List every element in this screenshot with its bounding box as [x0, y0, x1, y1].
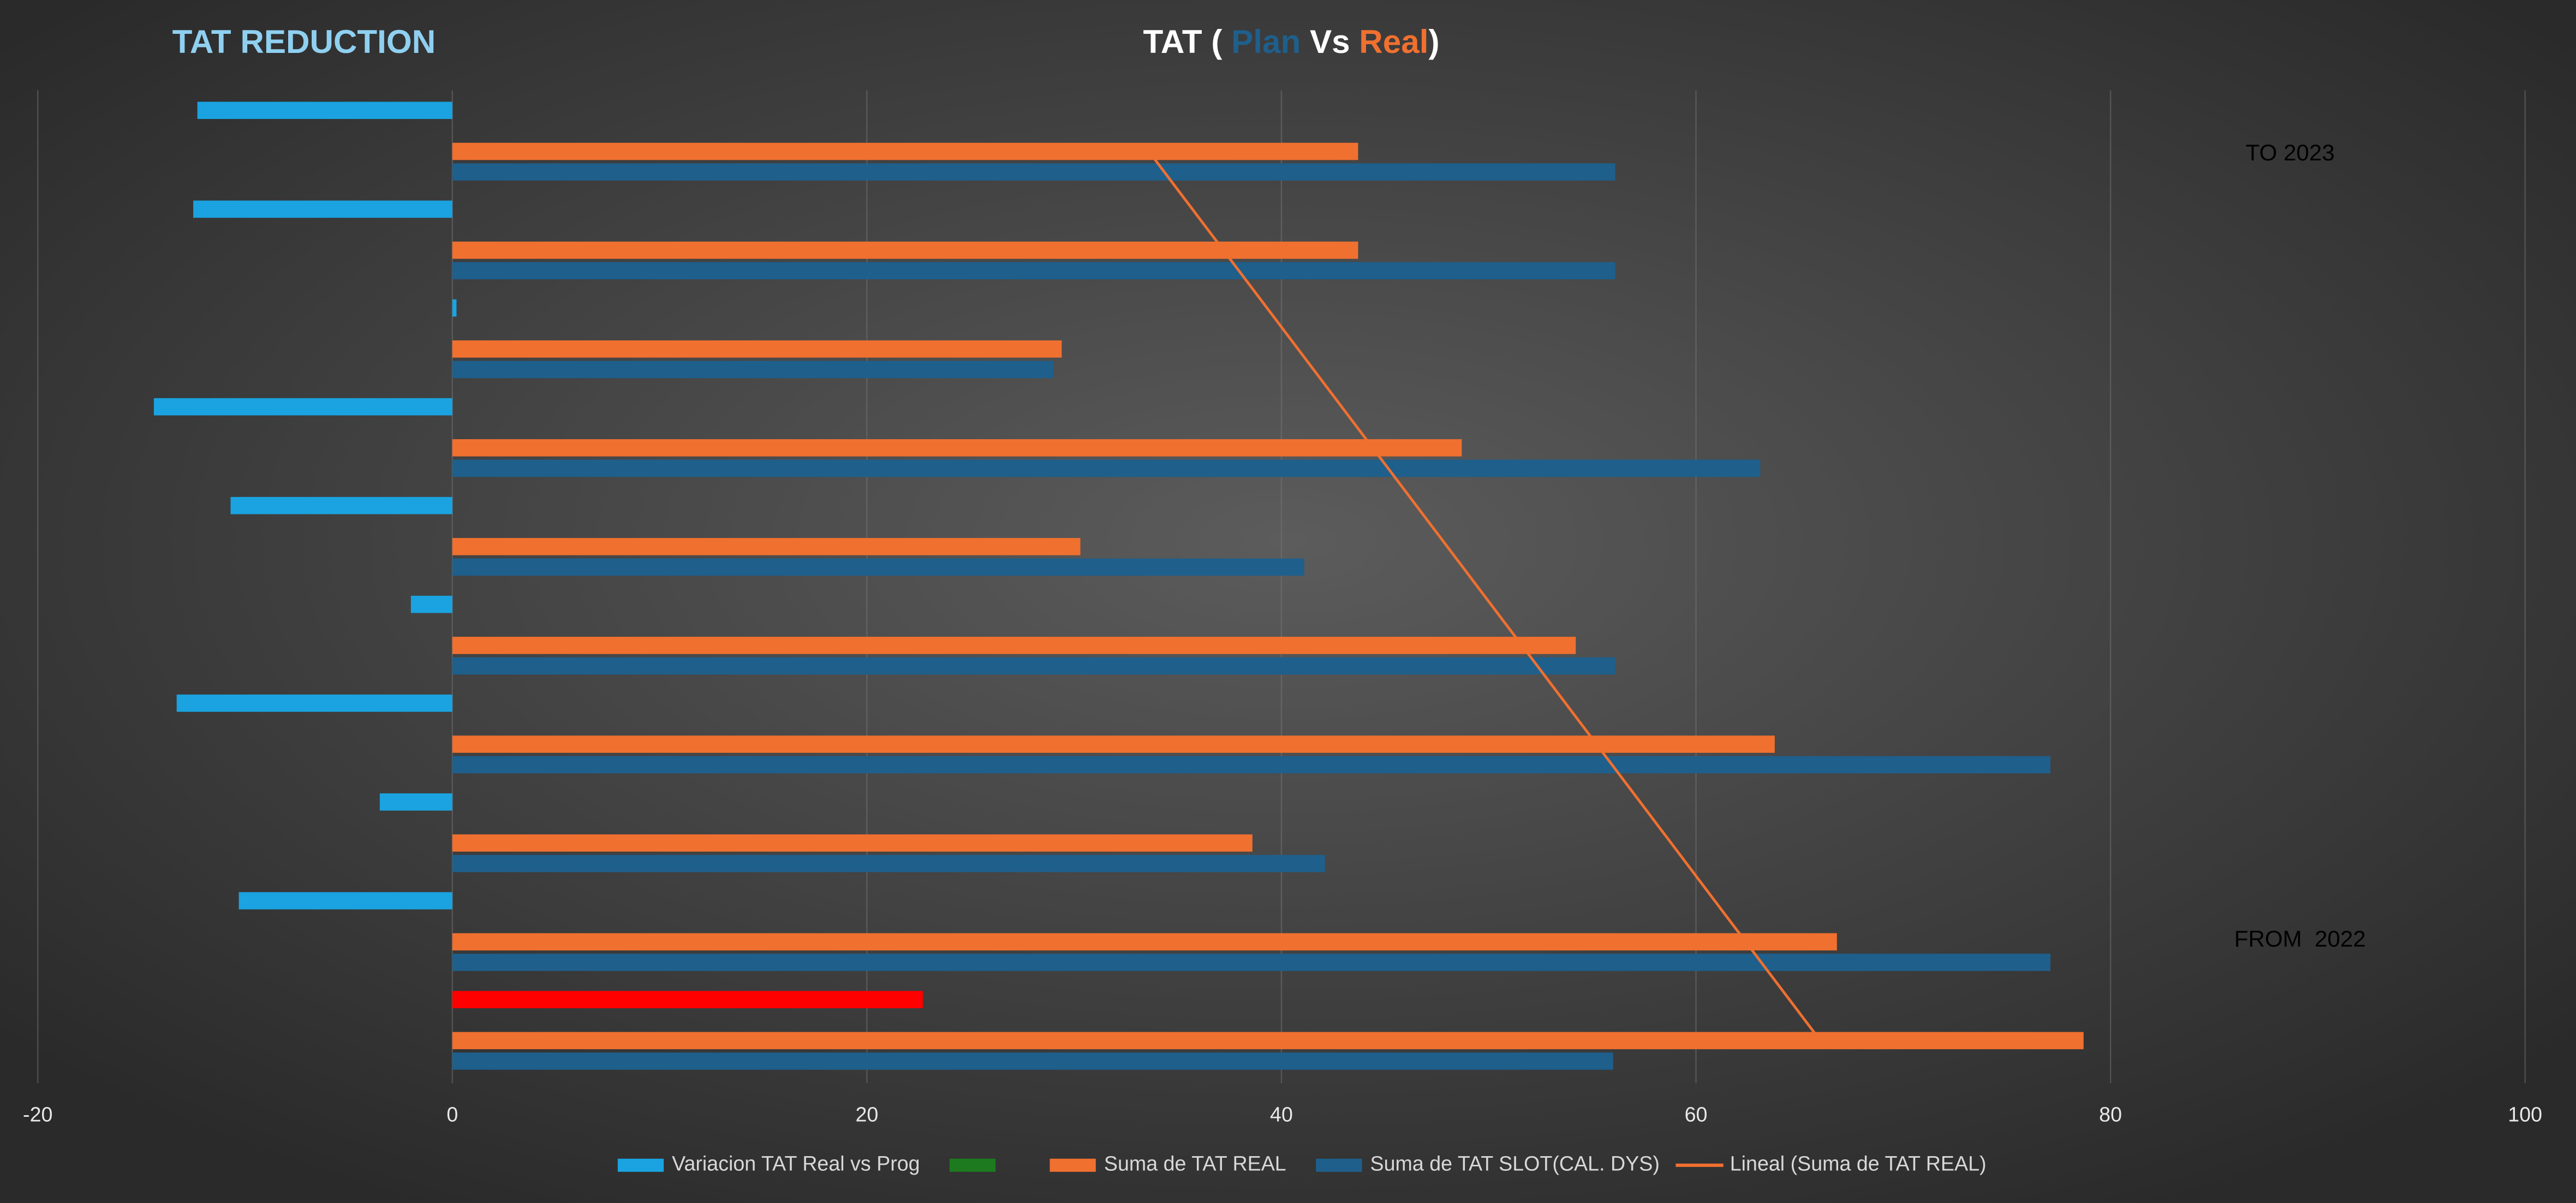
bar [452, 834, 1253, 852]
bar [410, 595, 452, 613]
title-part: Real [1359, 23, 1428, 60]
bar [452, 538, 1081, 555]
bar [197, 101, 452, 119]
bar [452, 657, 1615, 675]
bar [230, 496, 452, 514]
legend-label: Suma de TAT SLOT(CAL. DYS) [1370, 1152, 1660, 1175]
bar [452, 756, 2050, 774]
title-part: Plan [1231, 23, 1301, 60]
bar [452, 459, 1761, 477]
legend-swatch [1050, 1158, 1096, 1172]
x-tick-label: 60 [1685, 1103, 1708, 1126]
bar [452, 558, 1304, 576]
title-part: Vs [1301, 23, 1359, 60]
bar [452, 954, 2050, 971]
bar [452, 933, 1837, 951]
bar [452, 361, 1054, 379]
bar [452, 262, 1615, 279]
annotation: FROM 2022 [2234, 926, 2366, 951]
legend-label: Variacion TAT Real vs Prog [672, 1152, 920, 1175]
x-tick-label: 0 [446, 1103, 458, 1126]
bar [452, 299, 457, 317]
trendline [1147, 151, 1822, 1042]
x-tick-label: 20 [855, 1103, 878, 1126]
bar [452, 991, 923, 1008]
x-tick-label: 40 [1270, 1103, 1293, 1126]
legend-label: Lineal (Suma de TAT REAL) [1730, 1152, 1987, 1175]
x-tick-label: 100 [2508, 1103, 2542, 1126]
bar [452, 439, 1462, 457]
bar [153, 398, 452, 416]
bar [452, 854, 1325, 872]
legend-swatch [949, 1158, 996, 1172]
bar [452, 241, 1358, 259]
bar [452, 735, 1775, 753]
bar [452, 142, 1358, 160]
bar [452, 1032, 2084, 1050]
bar [176, 695, 452, 712]
legend-swatch [1316, 1158, 1362, 1172]
x-tick-label: -20 [23, 1103, 52, 1126]
legend-label: Suma de TAT REAL [1104, 1152, 1286, 1175]
title-part: TAT ( [1143, 23, 1232, 60]
bar [452, 637, 1576, 654]
bar [238, 892, 452, 909]
bar [452, 1052, 1613, 1070]
chart-title: TAT ( Plan Vs Real) [1143, 23, 1440, 60]
title-part: ) [1428, 23, 1439, 60]
bar [193, 200, 452, 218]
bar [452, 340, 1062, 358]
bar [452, 163, 1615, 181]
bar [379, 793, 452, 811]
annotation: TO 2023 [2246, 140, 2335, 165]
legend-swatch [617, 1158, 664, 1172]
x-tick-label: 80 [2099, 1103, 2122, 1126]
heading: TAT REDUCTION [172, 23, 436, 60]
